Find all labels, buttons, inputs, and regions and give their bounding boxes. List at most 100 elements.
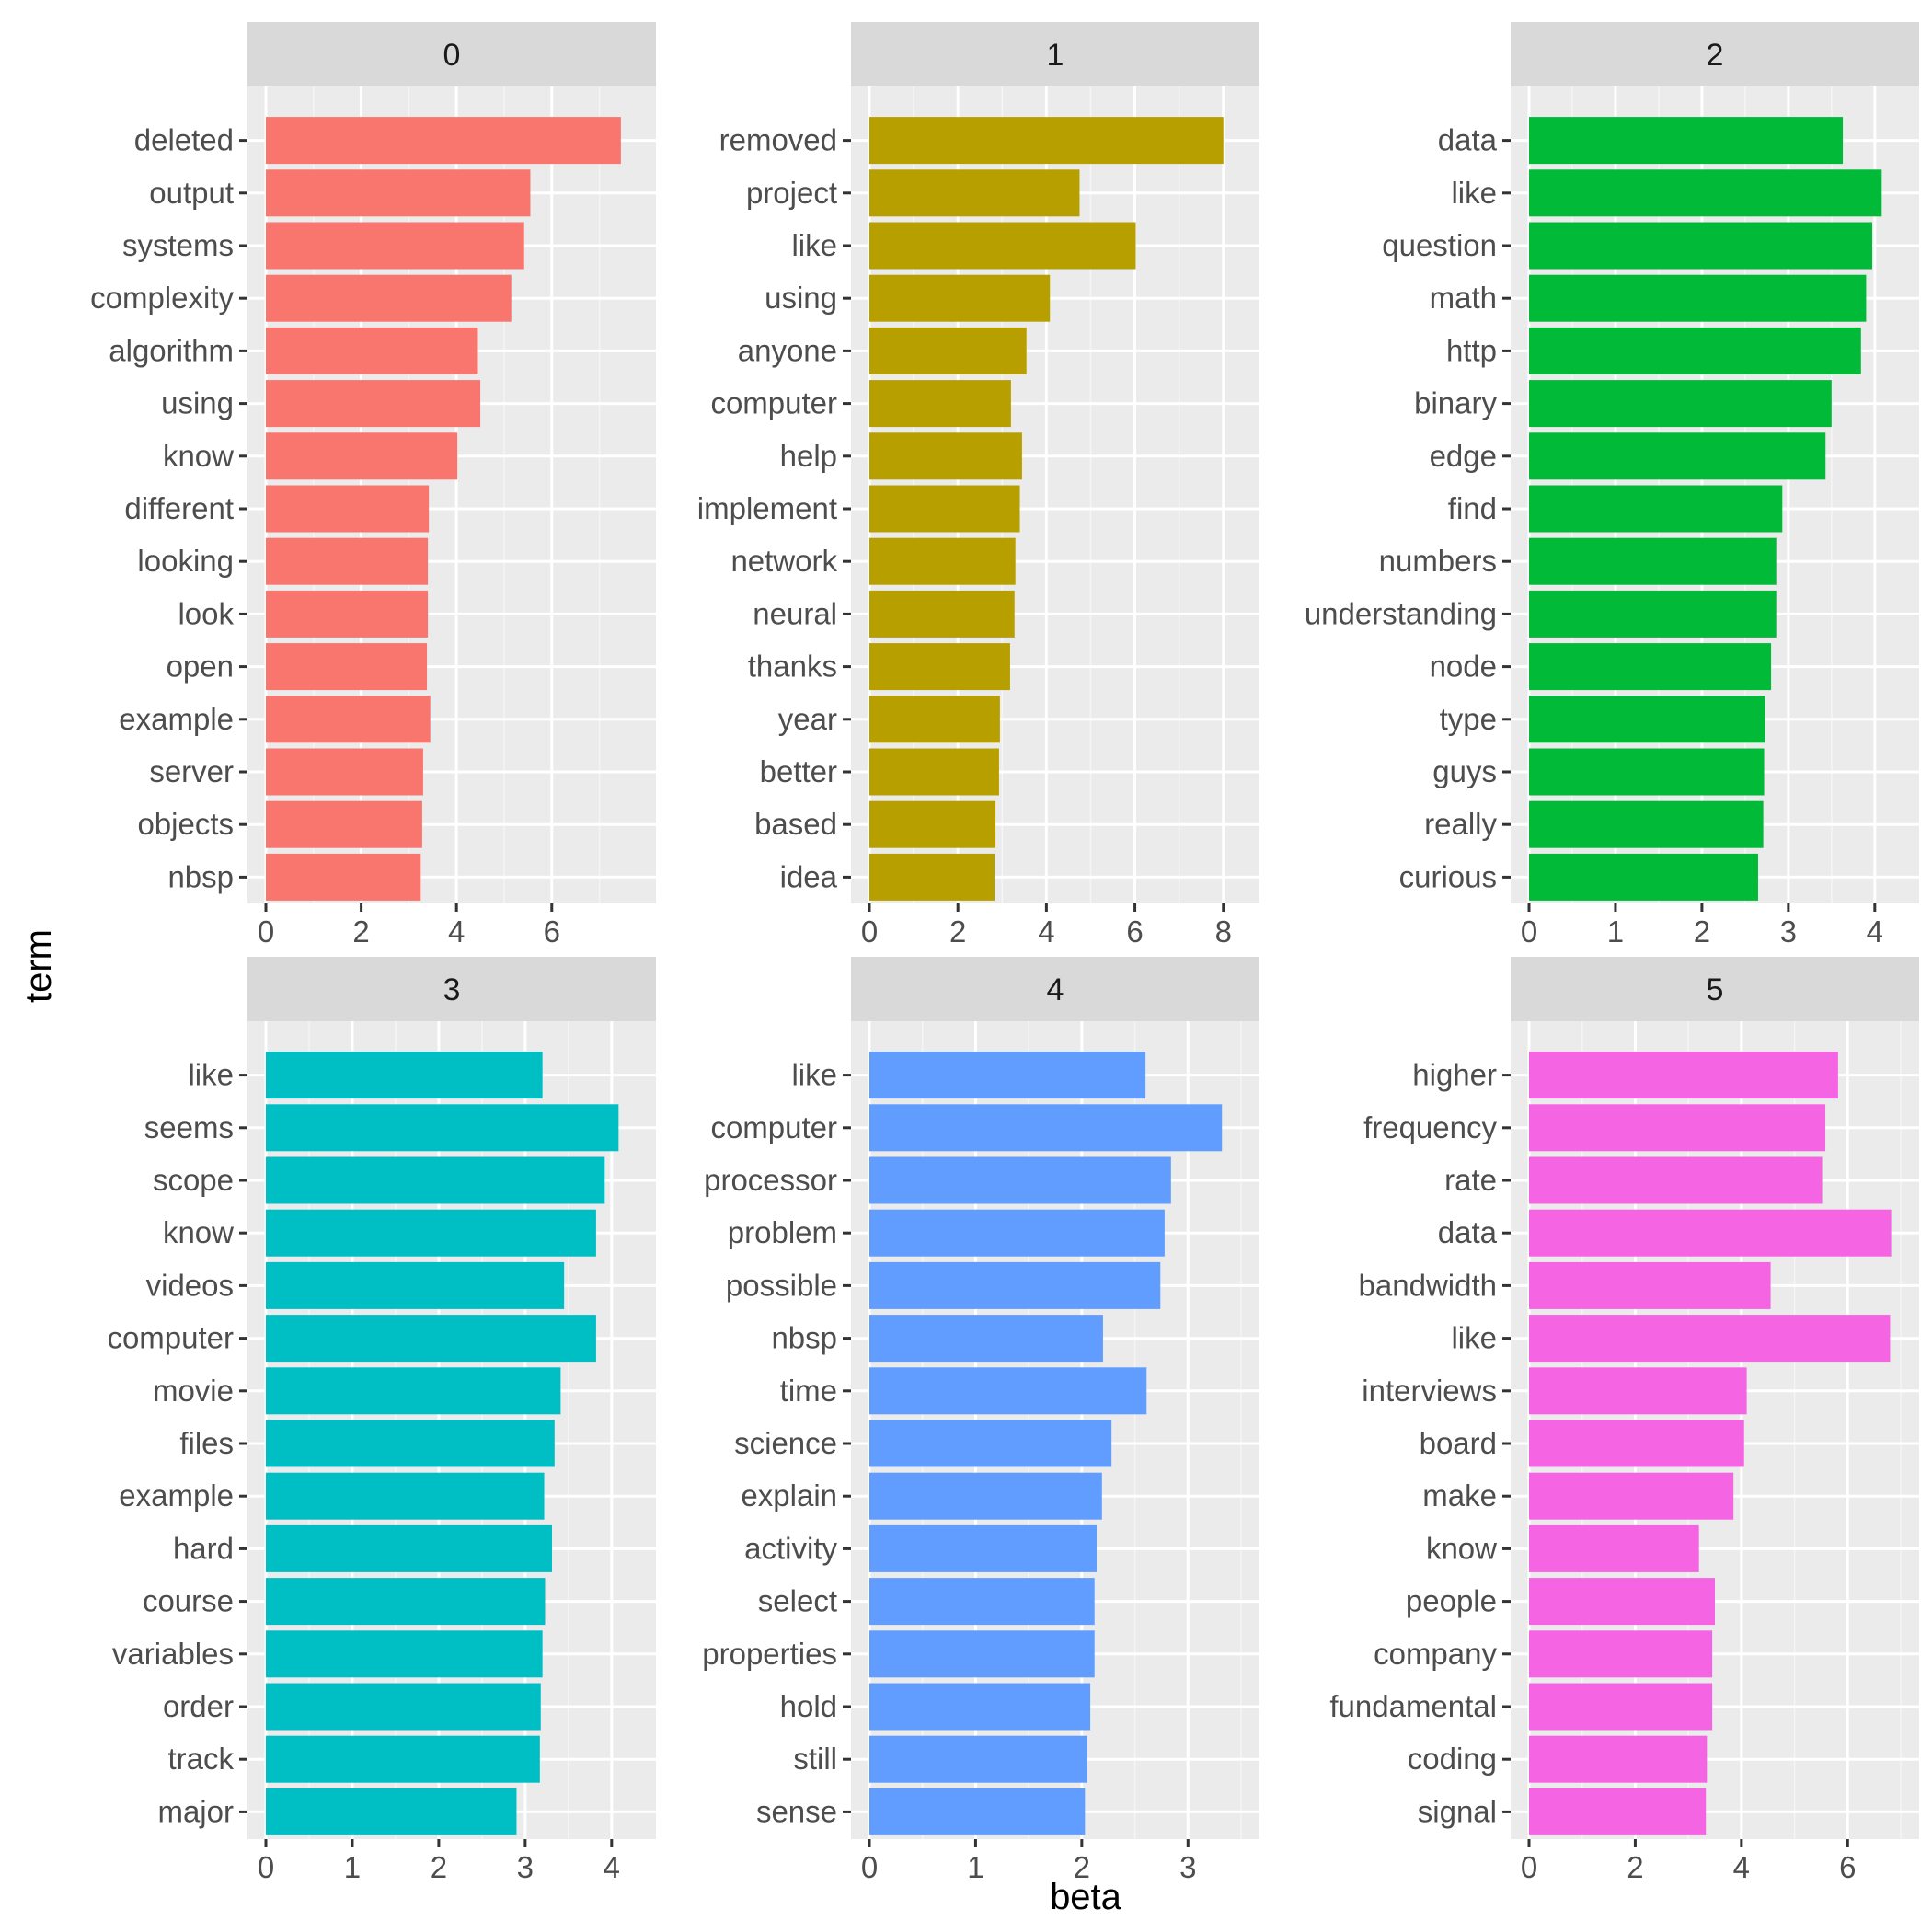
y-tick-label: anyone — [738, 333, 837, 367]
bar-0-objects — [266, 800, 422, 848]
x-tick-label: 3 — [1179, 1850, 1196, 1884]
y-tick-label: find — [1448, 491, 1497, 525]
bar-5-people — [1529, 1578, 1715, 1626]
facet-panel-3: 3 like seems scope know videos computer movie fi… — [107, 957, 656, 1884]
y-tick-label: binary — [1414, 386, 1497, 420]
y-tick-label: videos — [146, 1268, 234, 1302]
bar-5-rate — [1529, 1156, 1823, 1204]
bar-0-complexity — [266, 274, 512, 322]
bar-4-still — [869, 1735, 1087, 1783]
y-tick-label: question — [1382, 228, 1497, 262]
y-tick-label: select — [758, 1584, 837, 1618]
y-tick-label: like — [791, 1058, 837, 1092]
bar-1-implement — [869, 485, 1020, 533]
y-tick-label: node — [1430, 650, 1497, 684]
bar-3-movie — [266, 1367, 561, 1415]
bar-3-major — [266, 1788, 517, 1835]
bar-0-using — [266, 380, 481, 428]
bar-2-understanding — [1529, 590, 1777, 638]
bar-2-type — [1529, 696, 1765, 743]
bar-5-like — [1529, 1315, 1891, 1363]
y-tick-label: know — [163, 1215, 234, 1249]
y-tick-label: thanks — [748, 650, 837, 684]
y-tick-label: like — [1451, 1321, 1497, 1355]
x-tick-label: 2 — [431, 1850, 447, 1884]
bar-0-know — [266, 432, 458, 480]
y-tick-label: nbsp — [771, 1321, 837, 1355]
bar-3-variables — [266, 1630, 543, 1678]
bar-2-binary — [1529, 380, 1832, 428]
bar-4-activity — [869, 1524, 1098, 1572]
bar-3-order — [266, 1683, 541, 1731]
bar-5-bandwidth — [1529, 1261, 1771, 1309]
bar-1-network — [869, 537, 1016, 585]
bar-3-seems — [266, 1104, 619, 1152]
y-tick-label: systems — [122, 228, 234, 262]
facet-strip-label: 3 — [443, 972, 461, 1007]
bar-4-possible — [869, 1261, 1161, 1309]
bar-5-data — [1529, 1209, 1892, 1257]
bar-4-processor — [869, 1156, 1171, 1204]
y-tick-label: help — [780, 439, 837, 473]
y-tick-label: signal — [1418, 1794, 1497, 1828]
y-tick-label: objects — [137, 807, 234, 841]
y-tick-label: year — [778, 702, 837, 736]
bar-4-hold — [869, 1683, 1091, 1731]
y-tick-label: implement — [697, 491, 837, 525]
y-tick-label: really — [1424, 807, 1497, 841]
bar-1-year — [869, 696, 1000, 743]
x-tick-label: 4 — [1038, 914, 1054, 949]
bar-3-computer — [266, 1315, 596, 1363]
y-tick-label: track — [167, 1742, 234, 1776]
bar-5-coding — [1529, 1735, 1708, 1783]
bar-3-videos — [266, 1261, 565, 1309]
y-tick-label: like — [791, 228, 837, 262]
y-tick-label: higher — [1412, 1058, 1497, 1092]
bar-5-know — [1529, 1524, 1699, 1572]
bar-0-output — [266, 169, 531, 217]
bar-4-science — [869, 1420, 1112, 1467]
y-tick-label: http — [1446, 333, 1497, 367]
bar-2-math — [1529, 274, 1867, 322]
y-tick-label: removed — [719, 123, 837, 157]
x-axis-title: beta — [1050, 1877, 1122, 1917]
y-tick-label: based — [754, 807, 837, 841]
facet-strip — [247, 22, 656, 86]
bar-3-track — [266, 1735, 540, 1783]
facet-strip-label: 2 — [1707, 38, 1724, 73]
y-tick-label: scope — [153, 1163, 234, 1197]
bar-2-node — [1529, 643, 1772, 691]
x-tick-label: 1 — [967, 1850, 983, 1884]
bar-2-http — [1529, 327, 1861, 374]
bar-5-board — [1529, 1420, 1744, 1467]
x-tick-label: 4 — [604, 1850, 620, 1884]
y-tick-label: math — [1430, 281, 1497, 315]
bar-1-computer — [869, 380, 1011, 428]
bar-2-curious — [1529, 853, 1758, 901]
y-tick-label: better — [760, 754, 837, 788]
x-tick-label: 0 — [1521, 1850, 1537, 1884]
x-tick-label: 0 — [258, 914, 274, 949]
x-tick-label: 2 — [1694, 914, 1710, 949]
y-tick-label: type — [1440, 702, 1497, 736]
y-tick-label: seems — [144, 1110, 234, 1144]
y-tick-label: neural — [753, 596, 837, 630]
bar-0-looking — [266, 537, 429, 585]
y-tick-label: major — [157, 1794, 234, 1828]
bar-0-nbsp — [266, 853, 421, 901]
bar-2-question — [1529, 222, 1872, 270]
bar-0-deleted — [266, 117, 621, 165]
bar-1-removed — [869, 117, 1224, 165]
x-tick-label: 3 — [517, 1850, 534, 1884]
bar-0-different — [266, 485, 430, 533]
x-tick-label: 0 — [861, 1850, 878, 1884]
y-tick-label: hard — [173, 1531, 234, 1565]
facet-panel-0: 0 deleted output systems complexity algorithm… — [90, 22, 656, 949]
y-tick-label: project — [746, 176, 837, 210]
y-tick-label: know — [1426, 1531, 1497, 1565]
facet-panel-5: 5 higher frequency rate data bandwidth like int… — [1329, 957, 1919, 1884]
y-tick-label: interviews — [1362, 1374, 1497, 1408]
y-tick-label: course — [143, 1584, 234, 1618]
y-tick-label: board — [1420, 1426, 1497, 1460]
bar-4-problem — [869, 1209, 1165, 1257]
